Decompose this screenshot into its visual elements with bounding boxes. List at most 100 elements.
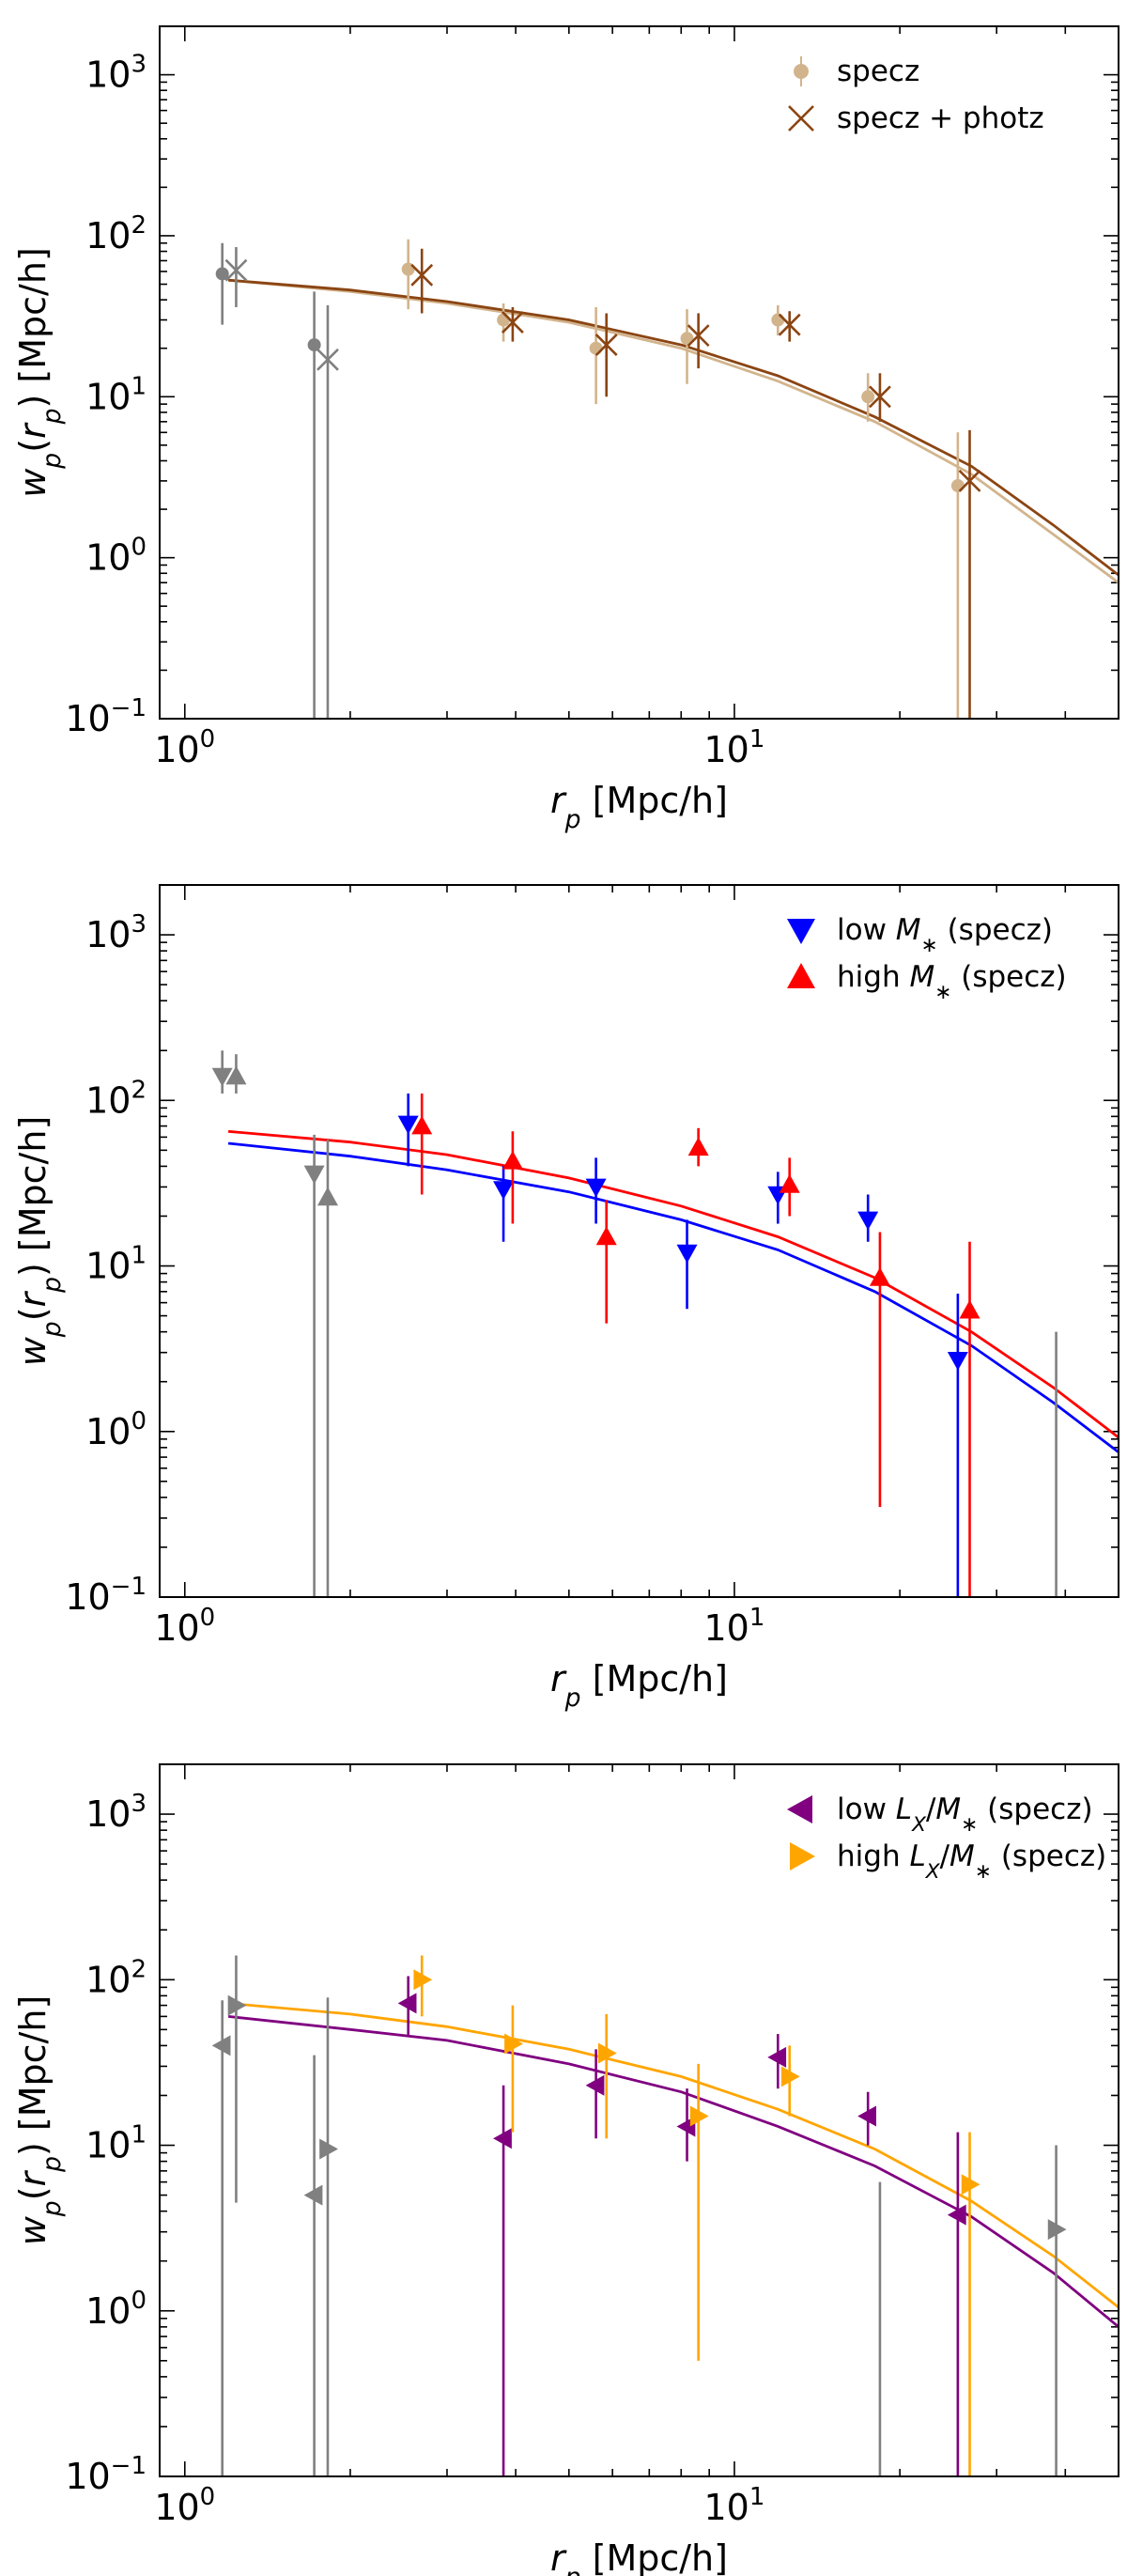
series-high-m-specz- bbox=[225, 1054, 1058, 1597]
data-point bbox=[585, 1178, 607, 1198]
legend-entry-label: low LX/M∗ (specz) bbox=[837, 1792, 1093, 1837]
data-point bbox=[504, 2033, 523, 2055]
data-point bbox=[947, 2204, 966, 2226]
y-tick-label: 101 bbox=[85, 2121, 147, 2166]
model-line bbox=[227, 2015, 1119, 2328]
series-high-l-x-m-specz- bbox=[227, 1955, 1067, 2476]
data-point bbox=[227, 1994, 247, 2016]
x-tick-label: 101 bbox=[704, 725, 765, 770]
y-tick-label: 10−1 bbox=[65, 1573, 147, 1618]
legend: specz specz + photz bbox=[788, 54, 1044, 135]
data-point bbox=[410, 263, 434, 287]
y-tick-label: 103 bbox=[85, 1790, 147, 1835]
data-point bbox=[779, 1173, 800, 1193]
legend-entry-label: low M∗ (specz) bbox=[837, 913, 1053, 957]
model-line bbox=[227, 278, 1119, 577]
x-axis-label: rp [Mpc/h] bbox=[550, 780, 728, 834]
plot-frame bbox=[159, 25, 1119, 720]
model-line bbox=[227, 2002, 1119, 2309]
data-point bbox=[869, 1266, 890, 1286]
y-tick-label: 100 bbox=[85, 1407, 147, 1452]
data-point bbox=[771, 313, 785, 327]
data-point bbox=[594, 334, 618, 356]
data-point bbox=[211, 2035, 231, 2056]
y-tick-label: 103 bbox=[85, 910, 147, 955]
legend-marker bbox=[788, 105, 814, 132]
legend: low M∗ (specz)high M∗ (specz) bbox=[787, 913, 1067, 1004]
series-low-l-x-m-specz- bbox=[211, 1976, 966, 2476]
legend-marker bbox=[790, 1842, 815, 1870]
x-tick-label: 101 bbox=[704, 2483, 765, 2528]
x-tick-label: 100 bbox=[154, 725, 215, 770]
data-point bbox=[585, 2074, 605, 2096]
legend-marker bbox=[787, 963, 815, 988]
plot-frame bbox=[159, 884, 1119, 1598]
data-point bbox=[589, 341, 603, 355]
data-point bbox=[676, 1244, 698, 1264]
x-axis-label: rp [Mpc/h] bbox=[550, 2537, 728, 2576]
data-point bbox=[778, 313, 801, 336]
y-axis-label: wp(rp) [Mpc/h] bbox=[12, 1995, 67, 2246]
data-point bbox=[687, 324, 710, 348]
series-specz-photz bbox=[224, 247, 981, 719]
y-axis-label: wp(rp) [Mpc/h] bbox=[12, 247, 67, 498]
plot-area bbox=[211, 1050, 1119, 1597]
data-point bbox=[767, 2046, 787, 2068]
data-point bbox=[869, 385, 891, 409]
y-tick-label: 10−1 bbox=[65, 2452, 147, 2497]
x-tick-label: 100 bbox=[154, 1604, 215, 1649]
data-point bbox=[413, 1969, 433, 1991]
data-point bbox=[597, 2042, 617, 2064]
data-point bbox=[501, 311, 524, 334]
data-point bbox=[687, 1137, 709, 1156]
y-tick-label: 102 bbox=[85, 1955, 147, 2000]
data-point bbox=[502, 1150, 523, 1170]
data-point bbox=[493, 2128, 512, 2149]
data-point bbox=[303, 2184, 323, 2206]
model-line bbox=[227, 1129, 1119, 1439]
plot-area bbox=[215, 239, 1119, 719]
data-point bbox=[947, 1351, 968, 1371]
x-tick-label: 100 bbox=[154, 2483, 215, 2528]
data-point bbox=[497, 313, 511, 327]
legend-entry-label: high M∗ (specz) bbox=[837, 960, 1067, 1004]
data-point bbox=[857, 2105, 876, 2127]
data-point bbox=[1047, 2219, 1067, 2241]
series-low-m-specz- bbox=[211, 1050, 968, 1597]
model-line bbox=[227, 1141, 1119, 1453]
data-point bbox=[397, 1993, 417, 2014]
axis-ticks bbox=[159, 884, 1119, 1598]
data-point bbox=[225, 1065, 247, 1085]
data-point bbox=[397, 1115, 419, 1135]
data-point bbox=[224, 258, 248, 282]
axis-ticks bbox=[159, 25, 1119, 720]
y-tick-label: 100 bbox=[85, 534, 147, 579]
data-point bbox=[303, 1165, 325, 1185]
data-point bbox=[950, 479, 965, 493]
legend-marker bbox=[787, 1795, 812, 1823]
plot-area bbox=[211, 1955, 1119, 2476]
y-tick-label: 101 bbox=[85, 1242, 147, 1287]
data-point bbox=[307, 338, 321, 352]
data-point bbox=[319, 2138, 338, 2160]
data-point bbox=[959, 1299, 980, 1319]
x-tick-label: 101 bbox=[704, 1604, 765, 1649]
legend-marker bbox=[787, 919, 815, 944]
data-point bbox=[211, 1067, 233, 1087]
y-tick-label: 100 bbox=[85, 2287, 147, 2332]
data-point bbox=[780, 2066, 800, 2087]
data-point bbox=[411, 1115, 433, 1135]
y-tick-label: 101 bbox=[85, 372, 147, 417]
legend: low LX/M∗ (specz)high LX/M∗ (specz) bbox=[787, 1792, 1106, 1884]
x-axis-label: rp [Mpc/h] bbox=[550, 1658, 728, 1713]
data-point bbox=[316, 1187, 338, 1206]
data-point bbox=[961, 2174, 980, 2196]
y-tick-label: 102 bbox=[85, 211, 147, 256]
legend-entry-label: high LX/M∗ (specz) bbox=[837, 1839, 1106, 1884]
data-point bbox=[857, 1211, 879, 1231]
data-point bbox=[493, 1181, 515, 1201]
y-tick-label: 102 bbox=[85, 1076, 147, 1121]
